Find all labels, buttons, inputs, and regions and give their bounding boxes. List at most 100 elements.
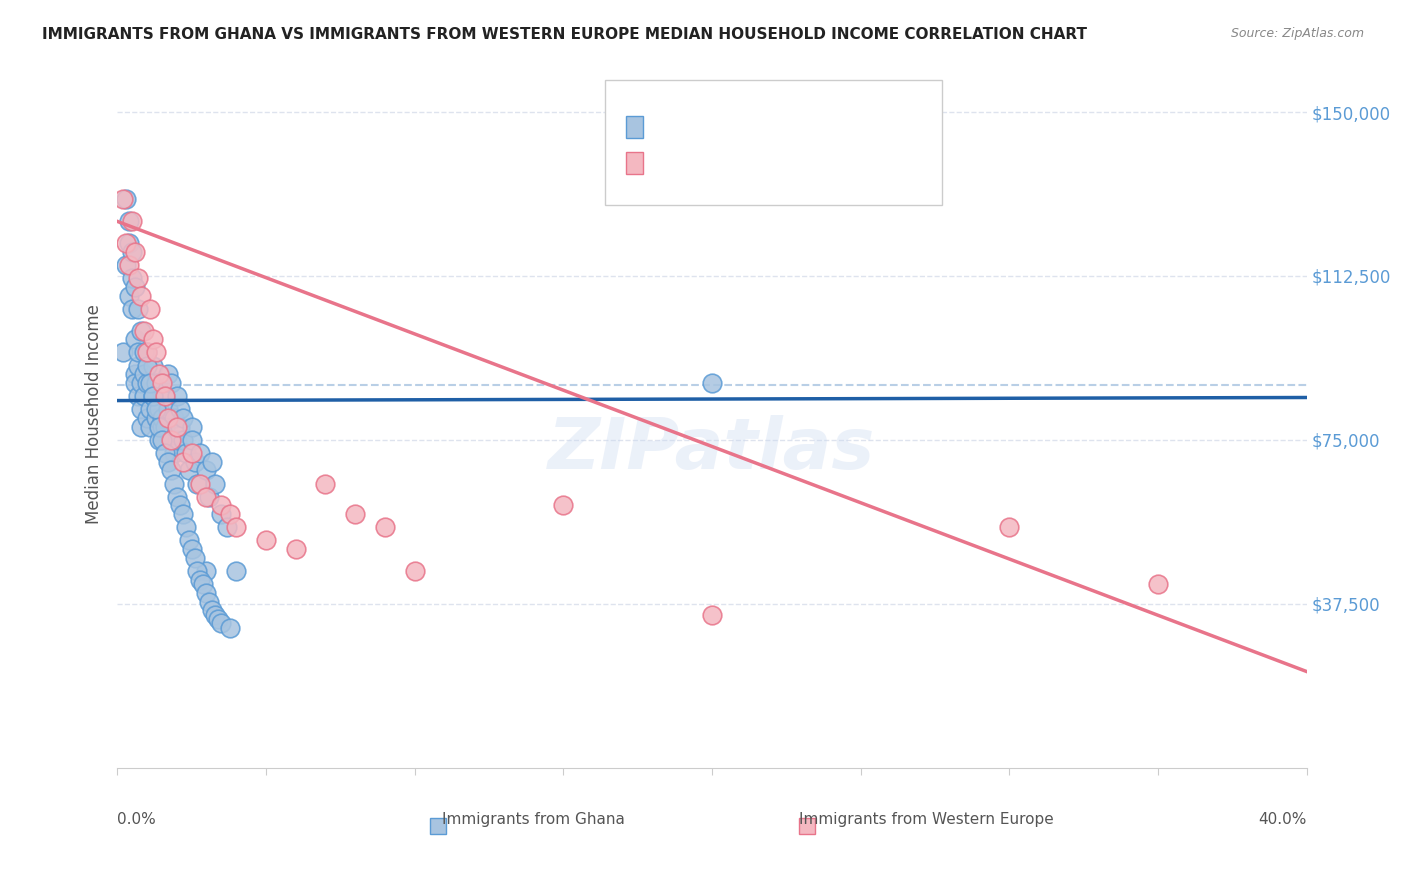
Text: 0.005: 0.005 [696, 125, 748, 143]
Point [174, 446, 197, 460]
Point [198, 490, 221, 504]
Point [159, 376, 181, 390]
Point [156, 455, 179, 469]
Point [145, 402, 167, 417]
Point [201, 455, 224, 469]
Point [195, 586, 218, 600]
Point [186, 476, 208, 491]
Text: Immigrants from Ghana: Immigrants from Ghana [441, 813, 626, 828]
Text: IMMIGRANTS FROM GHANA VS IMMIGRANTS FROM WESTERN EUROPE MEDIAN HOUSEHOLD INCOME : IMMIGRANTS FROM GHANA VS IMMIGRANTS FROM… [42, 27, 1087, 42]
Point [180, 433, 202, 447]
Point [142, 389, 165, 403]
Point [156, 368, 179, 382]
Point [142, 359, 165, 373]
Point [207, 612, 229, 626]
Point [112, 345, 135, 359]
Point [190, 476, 212, 491]
Point [127, 359, 149, 373]
Point [124, 244, 146, 259]
Y-axis label: Median Household Income: Median Household Income [86, 304, 103, 524]
Point [163, 446, 186, 460]
Point [136, 345, 159, 359]
Point [700, 376, 723, 390]
Point [172, 433, 194, 447]
Point [166, 389, 188, 403]
Point [374, 520, 396, 534]
Point [177, 533, 200, 548]
Point [998, 520, 1021, 534]
Point [180, 446, 202, 460]
Point [163, 476, 186, 491]
Point [127, 389, 149, 403]
Point [129, 288, 152, 302]
Point [193, 577, 215, 591]
Point [124, 332, 146, 346]
Point [163, 411, 186, 425]
Point [132, 324, 155, 338]
Point [153, 389, 176, 403]
Point [142, 332, 165, 346]
Point [121, 301, 143, 316]
Point [159, 433, 181, 447]
Text: N =: N = [759, 161, 796, 178]
Point [254, 533, 277, 548]
Point [190, 446, 212, 460]
Point [118, 236, 141, 251]
Point [132, 389, 155, 403]
Point [186, 564, 208, 578]
Point [127, 271, 149, 285]
Point [156, 411, 179, 425]
Text: ZIPatlas: ZIPatlas [548, 415, 876, 483]
Text: -0.610: -0.610 [696, 161, 755, 178]
Point [115, 258, 138, 272]
Point [129, 324, 152, 338]
Text: 95: 95 [808, 125, 831, 143]
Point [284, 542, 307, 557]
Point [118, 214, 141, 228]
Point [136, 359, 159, 373]
Point [129, 419, 152, 434]
Point [124, 368, 146, 382]
Point [553, 499, 575, 513]
Point [115, 193, 138, 207]
Point [121, 244, 143, 259]
Point [124, 376, 146, 390]
Point [136, 376, 159, 390]
Point [195, 490, 218, 504]
Point [148, 368, 170, 382]
Point [153, 446, 176, 460]
Point [124, 280, 146, 294]
Point [118, 288, 141, 302]
Point [217, 520, 239, 534]
Text: R =: R = [647, 125, 683, 143]
Point [145, 411, 167, 425]
Point [129, 376, 152, 390]
Point [198, 594, 221, 608]
Point [150, 376, 173, 390]
Point [219, 621, 242, 635]
Point [225, 520, 247, 534]
Point [150, 433, 173, 447]
Point [172, 507, 194, 521]
Point [136, 411, 159, 425]
Point [183, 550, 205, 565]
Text: R =: R = [647, 161, 683, 178]
Text: 0.0%: 0.0% [117, 813, 156, 828]
Point [132, 345, 155, 359]
Point [136, 345, 159, 359]
Point [169, 419, 191, 434]
Point [132, 368, 155, 382]
Point [139, 419, 162, 434]
Point [127, 301, 149, 316]
Text: 35: 35 [808, 161, 831, 178]
Text: N =: N = [759, 125, 796, 143]
Point [145, 376, 167, 390]
Point [169, 499, 191, 513]
Point [150, 419, 173, 434]
Point [150, 376, 173, 390]
Point [150, 411, 173, 425]
Point [204, 476, 226, 491]
Point [204, 607, 226, 622]
Point [177, 463, 200, 477]
Point [195, 463, 218, 477]
